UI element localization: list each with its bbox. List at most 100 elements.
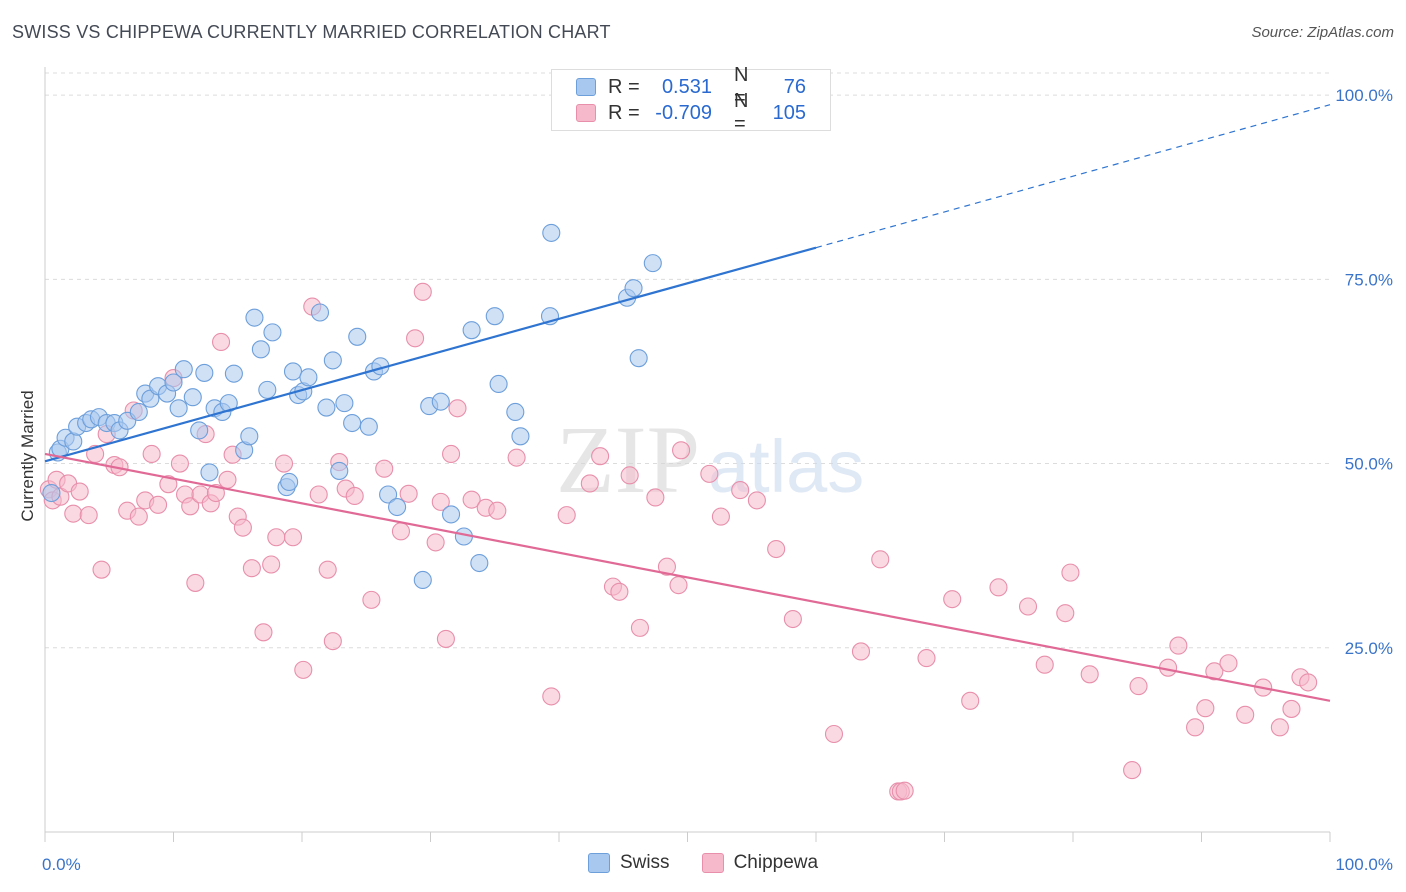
chippewa-point — [700, 464, 719, 483]
chippewa-points — [39, 282, 1318, 801]
swiss-point — [379, 485, 398, 504]
swiss-legend-swatch — [587, 853, 610, 873]
chippewa-point — [895, 781, 914, 800]
chippewa-point — [70, 482, 89, 501]
chippewa-point — [1169, 636, 1188, 655]
chippewa-point — [507, 448, 526, 467]
swiss-point — [431, 392, 450, 411]
chippewa-point — [871, 550, 890, 569]
chart-title: SWISS VS CHIPPEWA CURRENTLY MARRIED CORR… — [12, 22, 611, 42]
chippewa-legend-swatch — [701, 853, 724, 873]
chippewa-swatch — [576, 104, 596, 122]
chippewa-point — [1061, 563, 1080, 582]
swiss-point — [280, 472, 299, 492]
chippewa-point — [646, 488, 665, 507]
x-tick-label-max: 100.0% — [1335, 855, 1393, 874]
chippewa-point — [413, 282, 432, 301]
y-tick-label: 75.0% — [1345, 270, 1393, 289]
chippewa-r-label: R = — [608, 101, 640, 124]
chippewa-point — [170, 454, 189, 473]
chippewa-point — [851, 642, 871, 661]
chippewa-legend-label: Chippewa — [733, 852, 819, 873]
chippewa-point — [657, 557, 676, 576]
swiss-point — [263, 323, 282, 342]
chippewa-point — [274, 454, 294, 473]
swiss-r-label: R = — [608, 75, 640, 98]
swiss-point — [169, 399, 188, 418]
chippewa-point — [323, 632, 342, 651]
chippewa-point — [1018, 597, 1038, 616]
source-credit: Source: ZipAtlas.com — [1251, 24, 1394, 41]
chippewa-point — [1236, 705, 1255, 724]
chippewa-point — [206, 483, 225, 503]
chippewa-point — [79, 506, 98, 525]
chippewa-point — [1196, 699, 1215, 718]
swiss-point — [388, 497, 407, 517]
chippewa-n-value: 105 — [772, 101, 806, 124]
chippewa-point — [917, 649, 936, 668]
chippewa-point — [129, 507, 148, 526]
chippewa-point — [1270, 718, 1289, 737]
chippewa-point — [961, 691, 980, 710]
swiss-point — [485, 307, 504, 326]
chippewa-point — [591, 447, 610, 466]
swiss-point — [511, 427, 530, 446]
chippewa-point — [1299, 673, 1318, 692]
swiss-point — [323, 351, 342, 370]
chippewa-point — [254, 623, 273, 642]
chippewa-point — [391, 522, 410, 541]
swiss-point — [42, 483, 61, 503]
grid-lines — [45, 72, 1330, 649]
swiss-point — [624, 279, 643, 298]
swiss-point — [240, 427, 259, 446]
chippewa-point — [92, 560, 111, 579]
chippewa-n-label: N = — [734, 90, 749, 135]
chippewa-point — [488, 501, 507, 520]
swiss-point — [283, 362, 303, 381]
swiss-point — [359, 417, 378, 436]
swiss-point — [258, 380, 277, 399]
swiss-n-label: N = — [734, 64, 749, 109]
y-tick-label: 100.0% — [1335, 86, 1393, 105]
chippewa-point — [557, 506, 576, 525]
chippewa-point — [1035, 655, 1054, 674]
chippewa-point — [1123, 761, 1142, 780]
chippewa-point — [448, 399, 467, 418]
swiss-point — [413, 570, 432, 590]
chippewa-point — [267, 528, 286, 547]
chippewa-point — [233, 518, 252, 537]
swiss-point — [224, 364, 243, 383]
chippewa-point — [181, 497, 200, 516]
chippewa-point — [1080, 665, 1099, 684]
chippewa-r-value: -0.709 — [655, 101, 712, 124]
tick-labels: 25.0% 50.0% 75.0% 100.0% 0.0% 100.0% — [42, 86, 1393, 874]
chippewa-point — [580, 474, 599, 493]
chippewa-point — [211, 332, 231, 352]
swiss-point — [129, 402, 148, 422]
chippewa-point — [747, 491, 766, 510]
chippewa-point — [610, 582, 629, 601]
swiss-point — [462, 321, 481, 340]
chippewa-point — [318, 560, 337, 579]
swiss-point — [174, 360, 193, 379]
chippewa-point — [1056, 604, 1075, 623]
y-tick-label: 25.0% — [1345, 639, 1393, 658]
swiss-r-value: 0.531 — [661, 75, 712, 98]
swiss-point — [335, 394, 354, 413]
chippewa-point — [1205, 662, 1224, 681]
swiss-point — [348, 327, 367, 346]
correlation-legend: R = 0.531 N = 76 R = -0.709 N = 105 — [551, 64, 831, 135]
swiss-point — [219, 394, 238, 413]
legend-item-chippewa: Chippewa — [701, 852, 819, 874]
axes — [44, 67, 1331, 842]
chippewa-point — [1282, 699, 1301, 718]
swiss-point — [200, 463, 219, 482]
trend-lines — [44, 104, 1331, 702]
swiss-legend-label: Swiss — [619, 852, 670, 873]
chippewa-point — [406, 329, 425, 348]
swiss-swatch — [576, 78, 596, 96]
swiss-point — [542, 223, 561, 242]
chippewa-point — [462, 490, 481, 509]
chippewa-point — [620, 466, 639, 485]
